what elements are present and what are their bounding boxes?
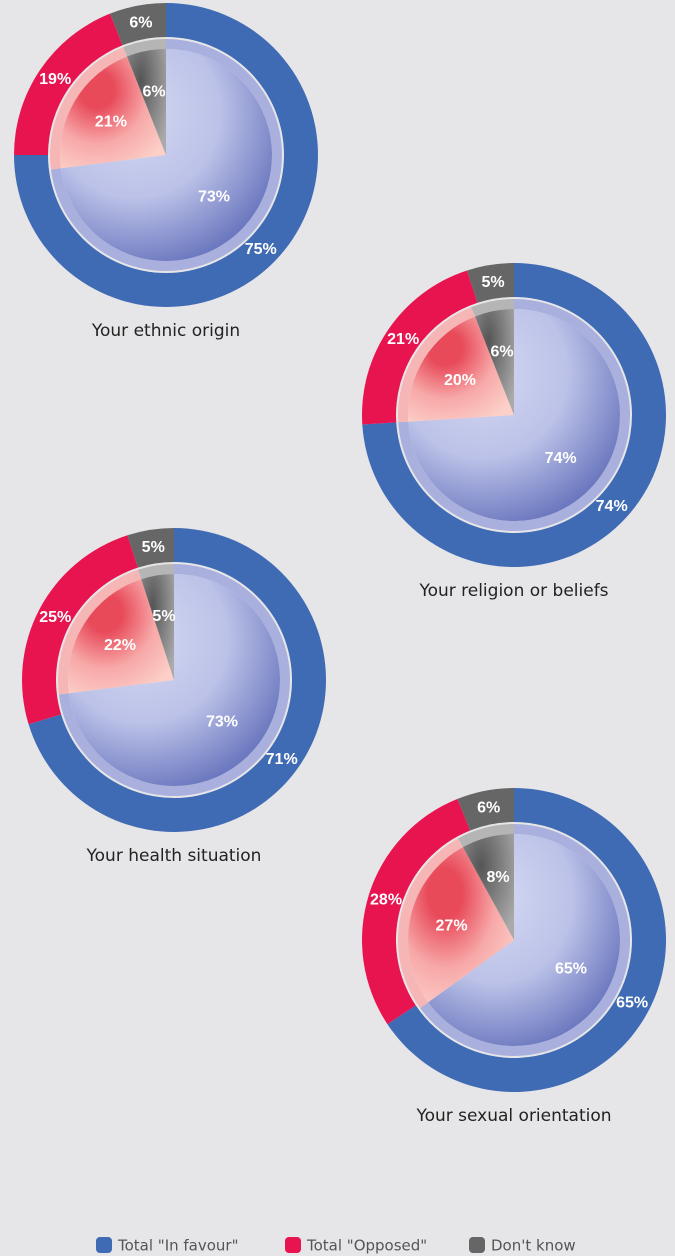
inner-slice xyxy=(67,579,174,694)
outer-slice xyxy=(362,798,471,1025)
inner-ring-slice xyxy=(50,47,127,170)
legend-swatch xyxy=(469,1237,485,1253)
outer-label: 19% xyxy=(39,71,71,88)
inner-label: 73% xyxy=(198,189,230,206)
outer-slice xyxy=(467,263,514,303)
inner-slice xyxy=(408,309,620,521)
inner-slice xyxy=(59,56,166,169)
inner-slice xyxy=(428,834,621,1046)
outer-slice xyxy=(127,528,174,568)
outer-slice xyxy=(21,535,138,725)
legend-label: Don't know xyxy=(491,1237,576,1255)
outer-slice xyxy=(362,270,478,425)
outer-slice xyxy=(14,13,123,155)
inner-slice xyxy=(60,49,272,261)
inner-label: 8% xyxy=(487,869,510,886)
inner-label: 6% xyxy=(142,83,165,100)
outer-label: 75% xyxy=(245,241,277,258)
inner-ring-slice xyxy=(458,824,514,848)
inner-slice xyxy=(462,834,514,940)
legend-swatch xyxy=(285,1237,301,1253)
legend-label: Total "Opposed" xyxy=(306,1237,427,1255)
chart-title: Your ethnic origin xyxy=(91,321,240,341)
outer-slice xyxy=(457,788,514,831)
inner-ring-slice xyxy=(471,299,514,317)
inner-label: 20% xyxy=(444,372,476,389)
outer-label: 25% xyxy=(39,609,71,626)
chart-title: Your religion or beliefs xyxy=(418,581,608,601)
inner-label: 5% xyxy=(152,608,175,625)
outer-label: 74% xyxy=(596,498,628,515)
outer-label: 71% xyxy=(266,751,298,768)
inner-slice xyxy=(68,574,280,787)
outer-label: 65% xyxy=(616,995,648,1012)
outer-label: 28% xyxy=(370,891,402,908)
inner-label: 65% xyxy=(555,960,587,977)
legend-label: Total "In favour" xyxy=(117,1237,239,1255)
inner-label: 22% xyxy=(104,637,136,654)
inner-ring-slice xyxy=(138,564,174,580)
outer-label: 5% xyxy=(142,539,165,556)
chart-title: Your sexual orientation xyxy=(415,1106,611,1126)
inner-label: 74% xyxy=(545,450,577,467)
outer-label: 5% xyxy=(481,274,504,291)
outer-label: 6% xyxy=(477,800,500,817)
legend-swatch xyxy=(96,1237,112,1253)
inner-slice xyxy=(141,574,174,680)
chart-title: Your health situation xyxy=(86,846,262,866)
inner-label: 6% xyxy=(490,343,513,360)
inner-ring-slice xyxy=(58,569,142,695)
inner-slice xyxy=(408,316,514,422)
inner-label: 27% xyxy=(436,917,468,934)
inner-ring-slice xyxy=(398,307,475,423)
inner-ring-slice xyxy=(123,39,166,57)
outer-label: 6% xyxy=(129,15,152,32)
inner-label: 21% xyxy=(95,114,127,131)
inner-slice xyxy=(408,847,514,1003)
inner-slice xyxy=(474,309,514,415)
outer-label: 21% xyxy=(387,331,419,348)
outer-slice xyxy=(110,3,166,46)
inner-label: 73% xyxy=(206,714,238,731)
inner-slice xyxy=(126,49,166,155)
inner-ring-slice xyxy=(398,838,463,1009)
